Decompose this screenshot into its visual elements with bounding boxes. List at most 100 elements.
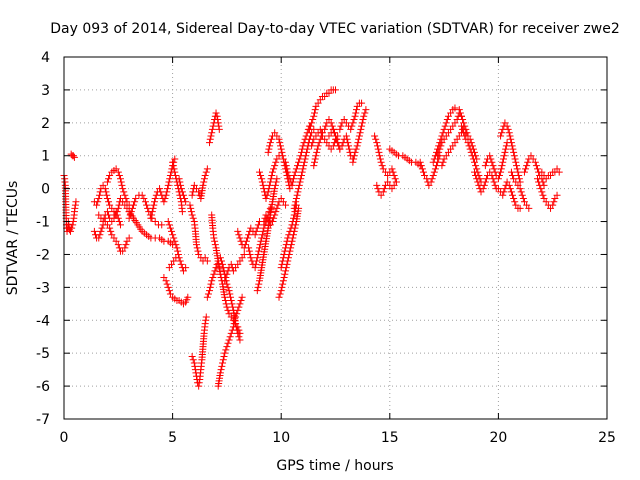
x-tick-label: 20 [489, 430, 507, 446]
data-point [294, 188, 302, 196]
data-point [535, 178, 543, 186]
data-point [191, 362, 199, 370]
data-point [235, 326, 243, 334]
data-point [200, 178, 208, 186]
data-point [97, 227, 105, 235]
data-point [507, 168, 515, 176]
data-point [164, 218, 172, 226]
data-point [221, 277, 229, 285]
series-arc-ae [277, 201, 300, 272]
y-tick-label: -5 [36, 346, 50, 362]
data-point [343, 135, 351, 143]
data-point [443, 116, 451, 124]
series-arc-ao [373, 178, 400, 199]
data-point [280, 250, 288, 258]
data-point [501, 148, 509, 156]
y-axis-label: SDTVAR / TECUs [5, 181, 21, 296]
data-point [300, 162, 308, 170]
data-point [195, 188, 203, 196]
data-point [188, 352, 196, 360]
data-point [311, 109, 319, 117]
data-point [122, 241, 130, 249]
data-point [210, 270, 218, 278]
data-point [506, 132, 514, 140]
series-arc-am [349, 106, 370, 166]
data-point [170, 165, 178, 173]
data-point [390, 171, 398, 179]
data-point [211, 241, 219, 249]
data-point [163, 280, 171, 288]
series-arc-y [245, 204, 274, 272]
data-point [178, 188, 186, 196]
data-point [210, 234, 218, 242]
data-point [195, 382, 203, 390]
data-point [224, 306, 232, 314]
data-point [199, 181, 207, 189]
data-point [253, 254, 261, 262]
data-point [504, 125, 512, 133]
data-point [417, 162, 425, 170]
data-point [166, 175, 174, 183]
data-point [271, 211, 279, 219]
data-point [520, 168, 528, 176]
data-point [226, 333, 234, 341]
data-point [215, 122, 223, 130]
data-point [165, 178, 173, 186]
data-point [487, 155, 495, 163]
data-point [351, 148, 359, 156]
chart-title: Day 093 of 2014, Sidereal Day-to-day VTE… [50, 21, 620, 37]
data-point [283, 237, 291, 245]
series-arc-q [188, 165, 211, 203]
data-point [537, 185, 545, 193]
data-point [507, 188, 515, 196]
data-point [271, 162, 279, 170]
data-point [303, 145, 311, 153]
data-point [95, 195, 103, 203]
data-point [510, 152, 518, 160]
data-point [549, 201, 557, 209]
data-point [162, 277, 170, 285]
data-point [486, 152, 494, 160]
data-point [138, 191, 146, 199]
data-point [431, 165, 439, 173]
data-point [499, 158, 507, 166]
data-point [230, 320, 238, 328]
data-point [358, 119, 366, 127]
data-point [253, 257, 261, 265]
data-point [166, 224, 174, 232]
data-point [361, 109, 369, 117]
data-point [455, 106, 463, 114]
data-point [427, 178, 435, 186]
data-point [234, 306, 242, 314]
y-tick-label: -7 [36, 412, 50, 428]
data-point [245, 247, 253, 255]
series-arc-ax [481, 139, 511, 183]
data-point [438, 162, 446, 170]
data-point [164, 283, 172, 291]
data-point [236, 300, 244, 308]
data-point [231, 316, 239, 324]
data-point [358, 99, 366, 107]
data-point [287, 224, 295, 232]
data-point [350, 155, 358, 163]
data-point [279, 257, 287, 265]
data-point [289, 178, 297, 186]
data-point [312, 152, 320, 160]
data-point [221, 297, 229, 305]
data-point [538, 188, 546, 196]
data-point [169, 158, 177, 166]
data-point [499, 191, 507, 199]
data-point [305, 125, 313, 133]
data-point [311, 155, 319, 163]
data-point [241, 241, 249, 249]
data-point [500, 152, 508, 160]
data-point [266, 142, 274, 150]
data-point [303, 148, 311, 156]
series-arc-u [206, 109, 223, 147]
data-point [221, 293, 229, 301]
series-arc-n [165, 254, 180, 272]
data-point [418, 165, 426, 173]
data-point [265, 185, 273, 193]
data-point [498, 129, 506, 137]
data-point [278, 148, 286, 156]
